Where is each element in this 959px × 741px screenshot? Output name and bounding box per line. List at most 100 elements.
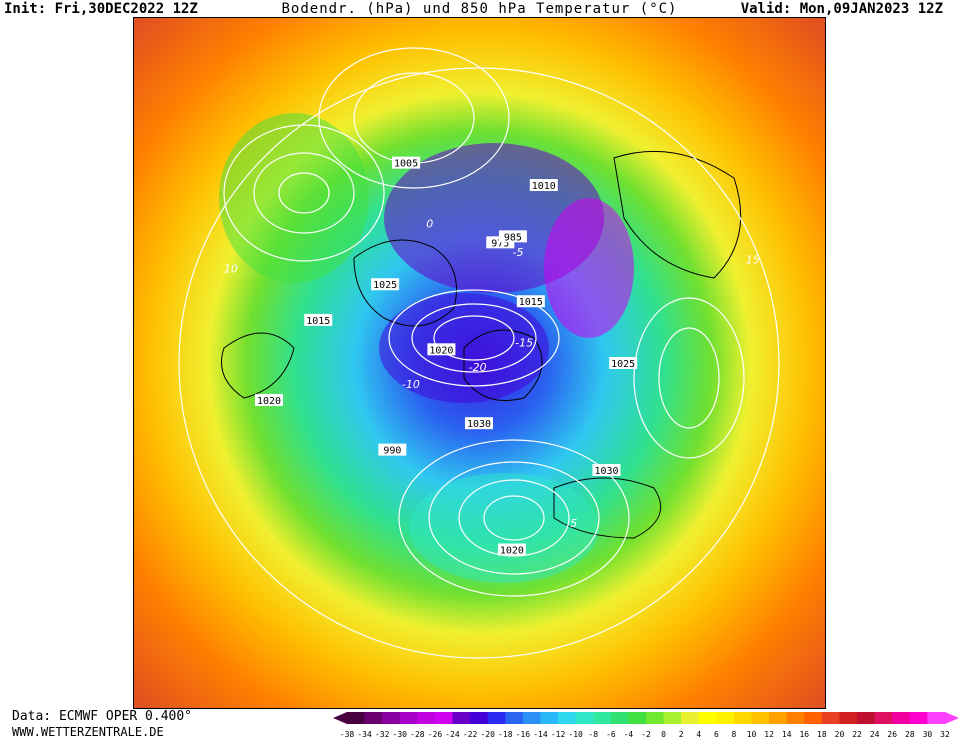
colorbar-swatch <box>909 712 928 724</box>
isobar-label: 1020 <box>497 543 526 557</box>
svg-text:1005: 1005 <box>394 159 418 170</box>
isobar-label: 1030 <box>465 417 493 430</box>
valid-time-label: Valid: Mon,09JAN2023 12Z <box>740 1 943 17</box>
isobar-label: 1020 <box>255 394 284 407</box>
colorbar-tick-label: 22 <box>852 730 862 739</box>
colorbar-tick-label: -38 <box>340 730 355 739</box>
colorbar-swatch <box>522 712 541 724</box>
init-time-label: Init: Fri,30DEC2022 12Z <box>4 1 198 17</box>
svg-text:1020: 1020 <box>429 345 453 356</box>
colorbar-swatch <box>663 712 682 724</box>
svg-text:1025: 1025 <box>373 280 397 291</box>
colorbar-swatch <box>487 712 506 724</box>
colorbar-swatch <box>558 712 577 724</box>
svg-text:1030: 1030 <box>467 419 491 430</box>
isobar-label: 1025 <box>609 357 638 370</box>
colorbar-tick-label: 2 <box>679 730 684 739</box>
colorbar-tick-label: -20 <box>480 730 495 739</box>
colorbar-arrow-left <box>333 712 347 724</box>
colorbar-tick-label: 4 <box>696 730 701 739</box>
contour-labels: 1020101510251020103010251005101099097598… <box>224 156 760 557</box>
svg-text:1020: 1020 <box>257 396 281 407</box>
weather-map[interactable]: 1020 1015 1025 1020 1030 1025 1005 1010 990 975 98… <box>133 17 826 709</box>
isobar-label: 1005 <box>392 156 421 170</box>
colorbar-swatch <box>733 712 753 724</box>
colorbar-swatch <box>839 712 858 724</box>
colorbar-tick-label: -12 <box>551 730 566 739</box>
colorbar-swatch <box>399 712 418 724</box>
isobars <box>178 47 780 659</box>
colorbar-tick-label: 8 <box>732 730 737 739</box>
colorbar-tick-label: -34 <box>357 730 372 739</box>
svg-text:1015: 1015 <box>519 297 543 308</box>
colorbar-swatch <box>593 712 612 724</box>
colorbar-tick-label: 32 <box>940 730 950 739</box>
colorbar-tick-label: 20 <box>835 730 845 739</box>
temperature-colorbar: -38 -34 -32 -30 -28 -26 -24 -22 -20 -18 -16 -14 -12-… <box>333 712 959 739</box>
colorbar-swatch <box>821 712 840 724</box>
colorbar-swatch <box>804 712 823 724</box>
colorbar-swatch <box>434 712 454 724</box>
map-title: Bodendr. (hPa) und 850 hPa Temperatur (°… <box>281 1 678 17</box>
colorbar-tick-label: -24 <box>445 730 460 739</box>
isobar-label: 1030 <box>592 463 621 477</box>
colorbar-swatch <box>681 712 700 724</box>
colorbar-tick-label: -6 <box>606 730 616 739</box>
colorbar-tick-label: -10 <box>568 730 583 739</box>
isobar-label: 1025 <box>371 278 400 291</box>
colorbar-tick-label: 10 <box>747 730 757 739</box>
isobar-label: 1010 <box>529 179 558 192</box>
colorbar-tick-label: -22 <box>463 730 478 739</box>
svg-text:1020: 1020 <box>500 546 524 557</box>
colorbar-tick-label: -28 <box>410 730 425 739</box>
colorbar-swatch <box>892 712 911 724</box>
svg-text:1030: 1030 <box>594 466 618 477</box>
colorbar-tick-label: 6 <box>714 730 719 739</box>
isobar-label: 990 <box>378 443 407 457</box>
colorbar-swatch <box>575 712 594 724</box>
data-source-label: Data: ECMWF OPER 0.400° <box>12 709 193 724</box>
isobar-label: 1020 <box>427 343 456 356</box>
colorbar-swatch <box>874 712 893 724</box>
colorbar-tick-label: 18 <box>817 730 827 739</box>
colorbar-swatch <box>610 712 629 724</box>
colorbar-tick-label: 16 <box>799 730 809 739</box>
isotherm-label: -5 <box>513 246 524 259</box>
colorbar-tick-label: -16 <box>516 730 531 739</box>
colorbar-tick-label: 0 <box>661 730 666 739</box>
colorbar-swatch <box>540 712 559 724</box>
isobar-label: 985 <box>498 230 527 243</box>
colorbar-tick-label: -8 <box>588 730 598 739</box>
colorbar-tick-label: -4 <box>624 730 634 739</box>
isotherm-label: -20 <box>469 361 487 374</box>
colorbar-swatch <box>927 712 946 724</box>
colorbar-swatch <box>470 712 489 724</box>
colorbar-tick-label: -2 <box>641 730 651 739</box>
colorbar-swatch <box>751 712 770 724</box>
isotherm-label: -15 <box>515 337 533 350</box>
isotherm-label: 0 <box>426 218 433 231</box>
svg-text:975: 975 <box>491 238 509 249</box>
colorbar-tick-label: -26 <box>428 730 443 739</box>
site-label[interactable]: WWW.WETTERZENTRALE.DE <box>12 725 164 739</box>
colorbar-swatch <box>347 712 366 724</box>
colorbar-tick-label: -30 <box>393 730 408 739</box>
colorbar-swatch <box>364 712 383 724</box>
cold-pool-core <box>544 198 634 338</box>
svg-text:1015: 1015 <box>306 316 330 327</box>
svg-text:985: 985 <box>504 232 522 243</box>
svg-text:990: 990 <box>383 446 401 457</box>
colorbar-tick-label: -18 <box>498 730 513 739</box>
isotherm-label: 5 <box>570 517 577 530</box>
isobar-label: 1015 <box>304 313 333 327</box>
isotherm-label: 10 <box>224 263 238 276</box>
colorbar-swatch <box>716 712 735 724</box>
svg-text:1025: 1025 <box>611 359 635 370</box>
colorbar-swatch <box>382 712 401 724</box>
isobar-label: 1015 <box>516 295 545 308</box>
isotherm-label: -10 <box>402 378 420 391</box>
colorbar-swatch <box>628 712 647 724</box>
colorbar-swatch <box>698 712 717 724</box>
mild-air-alaska <box>219 113 369 283</box>
colorbar-tick-label: 26 <box>887 730 897 739</box>
